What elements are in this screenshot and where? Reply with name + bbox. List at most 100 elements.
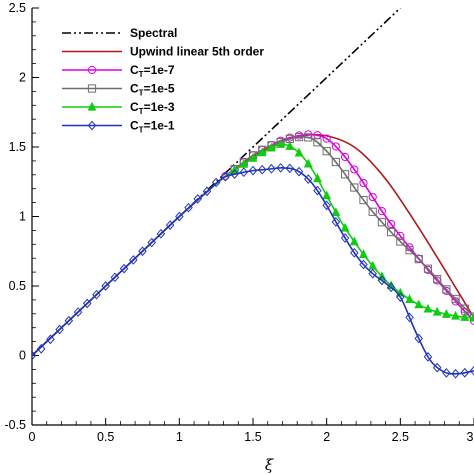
- data-point: [340, 233, 350, 243]
- legend-entry: CT=1e-3: [62, 100, 175, 116]
- data-point: [405, 294, 414, 303]
- data-point: [405, 246, 414, 255]
- data-point: [294, 166, 304, 177]
- data-point: [267, 142, 276, 152]
- data-point: [82, 298, 92, 309]
- data-point: [36, 344, 46, 354]
- data-point: [396, 231, 405, 241]
- data-point: [414, 333, 424, 344]
- data-point: [101, 281, 110, 291]
- data-point: [239, 158, 249, 168]
- data-point: [276, 139, 286, 148]
- data-point: [202, 186, 212, 197]
- data-point: [423, 264, 433, 273]
- data-point: [87, 101, 97, 111]
- data-point: [432, 306, 442, 316]
- legend-label: Upwind linear 5th order: [130, 45, 264, 59]
- data-point: [248, 165, 258, 176]
- data-point: [451, 368, 460, 379]
- data-point: [87, 120, 97, 131]
- x-tick-label: 2.5: [392, 430, 409, 444]
- legend-label: CT=1e-5: [130, 82, 175, 98]
- data-point: [147, 237, 156, 248]
- data-point: [331, 207, 341, 217]
- data-point: [377, 218, 387, 227]
- data-point: [469, 365, 474, 376]
- data-point: [156, 228, 166, 239]
- data-point: [377, 275, 387, 286]
- data-point: [257, 164, 267, 175]
- data-point: [469, 312, 474, 322]
- y-tick-label: 0.5: [9, 279, 26, 293]
- x-tick-label: 2: [323, 430, 330, 444]
- data-point: [331, 157, 340, 167]
- data-point: [221, 171, 230, 182]
- y-tick-label: 0: [19, 349, 26, 363]
- data-point: [73, 307, 83, 317]
- data-point: [322, 200, 331, 211]
- data-point: [313, 185, 322, 196]
- axes: 0 0.5 1 1.5 2 2.5 3-0.500.511.522.5ξ: [4, 1, 474, 474]
- x-tick-label: 1.5: [244, 430, 261, 444]
- data-point: [387, 219, 396, 229]
- data-point: [359, 178, 368, 188]
- legend: Spectral Upwind linear 5th order CT=1e-7 CT…: [62, 26, 264, 135]
- y-tick-label: 1.5: [9, 140, 26, 154]
- data-point: [276, 162, 285, 173]
- data-point: [184, 202, 193, 213]
- data-point: [294, 133, 304, 142]
- data-point: [303, 174, 313, 184]
- data-point: [423, 351, 433, 362]
- data-point: [303, 158, 313, 168]
- data-point: [432, 362, 442, 373]
- x-tick-label: 3: [467, 430, 474, 444]
- data-point: [423, 303, 433, 313]
- data-point: [331, 142, 340, 151]
- legend-label: CT=1e-7: [130, 63, 175, 79]
- series-c-t-1e-1: [32, 162, 474, 379]
- legend-entry: Upwind linear 5th order: [62, 45, 264, 59]
- data-point: [87, 65, 97, 75]
- y-tick-label: -0.5: [4, 418, 26, 432]
- data-point: [350, 183, 359, 192]
- data-point: [32, 350, 37, 361]
- data-point: [349, 236, 359, 246]
- data-point: [396, 292, 405, 302]
- data-point: [313, 173, 322, 183]
- data-point: [442, 285, 451, 294]
- data-point: [386, 282, 396, 293]
- data-point: [304, 133, 313, 142]
- data-point: [175, 211, 184, 222]
- data-point: [165, 220, 175, 230]
- series-line: [32, 167, 474, 375]
- plot-area: [32, 8, 474, 379]
- data-point: [460, 312, 470, 321]
- series-line: [32, 133, 474, 357]
- data-point: [46, 334, 55, 345]
- data-point: [414, 255, 423, 264]
- data-point: [368, 268, 377, 279]
- legend-label: CT=1e-3: [130, 100, 175, 116]
- data-point: [359, 249, 368, 258]
- data-point: [294, 147, 304, 157]
- x-tick-label: 0.5: [97, 430, 114, 444]
- data-point: [442, 368, 451, 378]
- x-tick-label: 0: [29, 430, 36, 444]
- data-point: [368, 207, 377, 216]
- data-point: [405, 312, 414, 323]
- legend-entry: CT=1e-7: [62, 63, 175, 79]
- data-point: [340, 222, 350, 232]
- data-point: [414, 299, 424, 309]
- data-point: [340, 152, 350, 162]
- data-point: [285, 163, 295, 174]
- data-point: [359, 195, 368, 205]
- x-axis-title: ξ: [265, 456, 274, 474]
- data-point: [441, 309, 451, 318]
- legend-label: Spectral: [130, 26, 177, 40]
- data-point: [285, 140, 295, 150]
- data-point: [92, 289, 101, 300]
- data-point: [322, 134, 331, 143]
- data-point: [340, 170, 350, 179]
- y-tick-label: 2.5: [9, 1, 26, 15]
